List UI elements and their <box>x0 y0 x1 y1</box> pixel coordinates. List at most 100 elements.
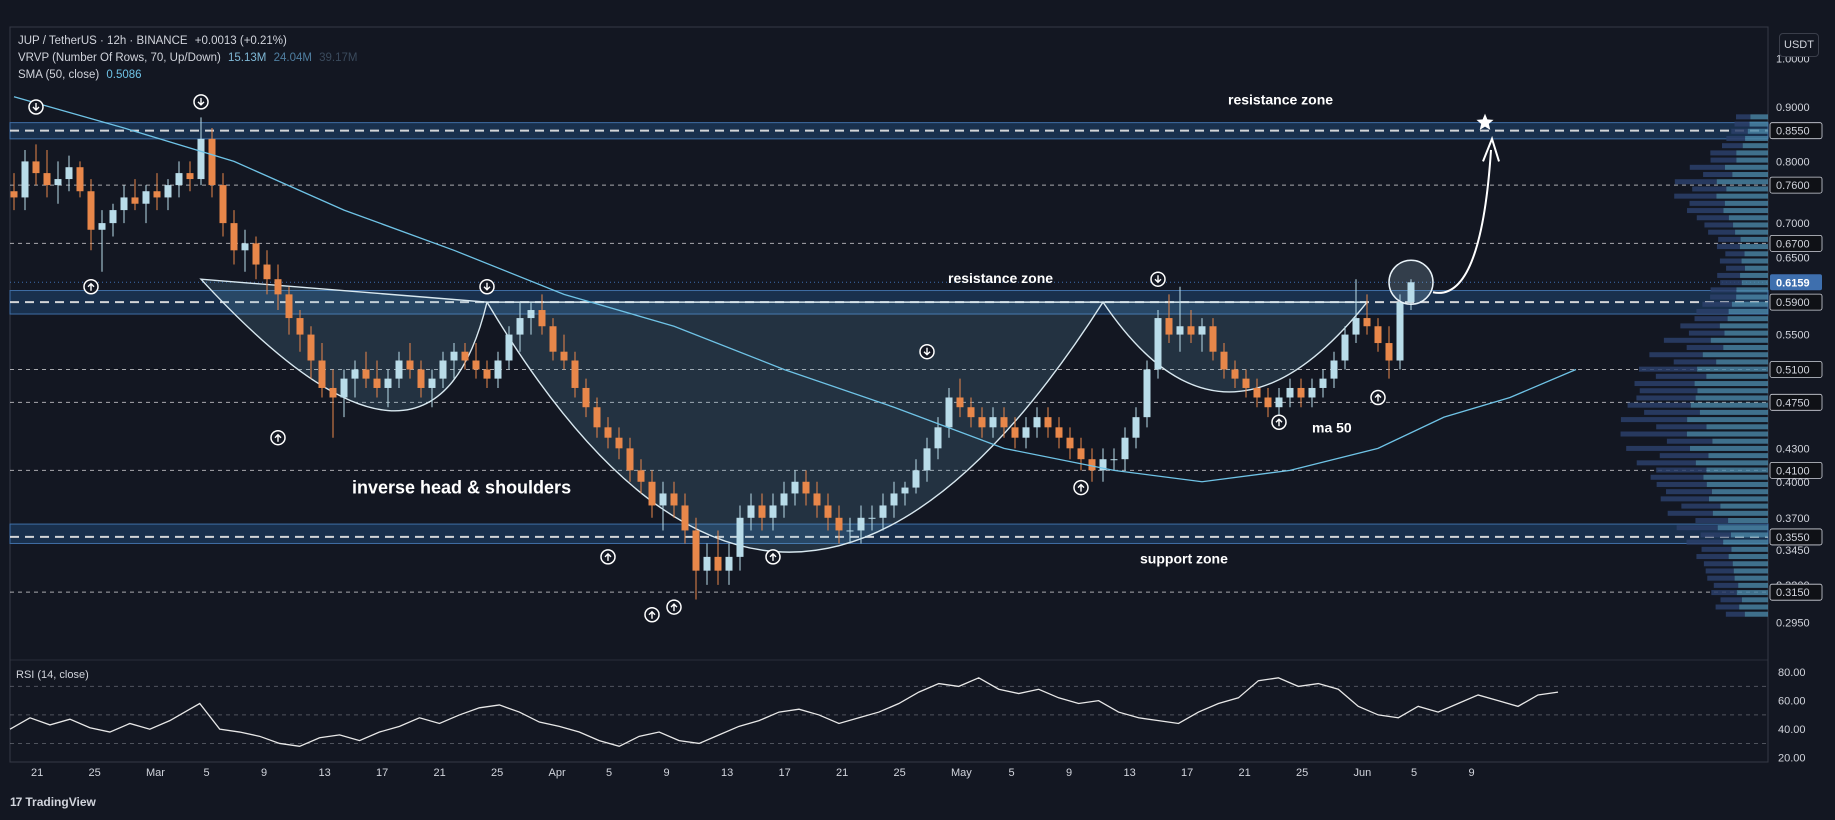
target-arrow-head <box>1482 135 1500 162</box>
volume-profile-up-bar <box>1736 287 1768 293</box>
candle-body <box>21 161 29 198</box>
volume-profile-down-bar <box>1721 143 1743 149</box>
volume-profile-up-bar <box>1728 518 1768 524</box>
candle-body <box>1396 302 1404 361</box>
arrow-down-glyph <box>32 102 40 111</box>
candle-body <box>252 243 260 265</box>
arrow-up-glyph <box>604 552 612 561</box>
arrow-up-glyph <box>1374 393 1382 402</box>
volume-profile-down-bar <box>1620 417 1688 423</box>
volume-profile-down-bar <box>1696 554 1729 560</box>
candle-body <box>1176 326 1184 335</box>
price-tick-label: 0.4100 <box>1776 465 1810 477</box>
volume-profile-up-bar <box>1694 381 1768 387</box>
date-tick-label: 5 <box>606 767 612 779</box>
candle-body <box>43 173 51 186</box>
candle-body <box>263 264 271 280</box>
candle-body <box>901 487 909 494</box>
volume-profile-up-bar <box>1686 431 1768 437</box>
date-tick-label: 5 <box>1009 767 1015 779</box>
volume-profile-up-bar <box>1706 373 1768 379</box>
rsi-tick-label: 80.00 <box>1778 667 1806 679</box>
volume-profile-up-bar <box>1706 424 1768 430</box>
price-tick-label: 0.6500 <box>1776 252 1810 264</box>
currency-button[interactable]: USDT <box>1779 33 1819 57</box>
candle-body <box>923 448 931 471</box>
volume-profile-up-bar <box>1699 409 1768 415</box>
volume-profile-down-bar <box>1666 489 1712 495</box>
volume-profile-down-bar <box>1655 373 1707 379</box>
volume-profile-up-bar <box>1708 496 1768 502</box>
date-tick-label: 21 <box>836 767 848 779</box>
candle-body <box>824 505 832 518</box>
arrow-up-glyph <box>1275 418 1283 427</box>
rsi-tick-label: 40.00 <box>1778 724 1806 736</box>
volume-profile-up-bar <box>1723 345 1768 351</box>
volume-profile-down-bar <box>1694 316 1728 322</box>
volume-profile-down-bar <box>1696 308 1729 314</box>
volume-profile-down-bar <box>1660 496 1709 502</box>
vrvp-value-up: 15.13M <box>228 52 267 64</box>
candle-body <box>956 397 964 408</box>
candle-body <box>725 556 733 571</box>
candle-body <box>1374 326 1382 344</box>
candle-body <box>1363 318 1371 327</box>
candle-body <box>197 138 205 180</box>
volume-profile-down-bar <box>1656 467 1707 473</box>
candle-body <box>54 179 62 186</box>
volume-profile-down-bar <box>1701 546 1732 552</box>
price-level-tag <box>1769 583 1823 601</box>
candle-body <box>1352 318 1360 335</box>
candle-body <box>846 530 854 532</box>
date-tick-label: Mar <box>146 767 165 779</box>
volume-profile-down-bar <box>1656 481 1707 487</box>
volume-profile-up-bar <box>1724 164 1768 170</box>
volume-profile-up-bar <box>1719 323 1768 329</box>
candle-body <box>1000 417 1008 428</box>
volume-profile-down-bar <box>1703 561 1733 567</box>
ma50-label: ma 50 <box>1312 419 1352 435</box>
candle-body <box>1385 343 1393 361</box>
symbol-title: JUP / TetherUS · 12h · BINANCE <box>18 35 188 47</box>
current-price-tag <box>1770 274 1822 291</box>
volume-profile-up-bar <box>1734 575 1768 581</box>
volume-profile-up-bar <box>1739 244 1768 250</box>
arrow-down-glyph <box>197 97 205 106</box>
candle-body <box>307 334 315 361</box>
candle-body <box>505 334 513 361</box>
price-tick-label: 0.3450 <box>1776 545 1810 557</box>
arrow-down-glyph <box>923 347 931 356</box>
date-tick-label: 5 <box>204 767 210 779</box>
candle-body <box>703 556 711 571</box>
volume-profile-up-bar <box>1744 265 1768 271</box>
volume-profile-down-bar <box>1707 575 1735 581</box>
date-tick-label: 17 <box>1181 767 1193 779</box>
volume-profile-down-bar <box>1736 114 1751 120</box>
date-tick-label: 25 <box>894 767 906 779</box>
candle-body <box>1033 417 1041 428</box>
volume-profile-up-bar <box>1712 438 1768 444</box>
price-level-tag <box>1769 528 1823 546</box>
price-level-tag <box>1769 461 1823 479</box>
volume-profile-down-bar <box>1708 229 1736 235</box>
candle-body <box>10 191 18 198</box>
price-tick-label: 0.3700 <box>1776 513 1810 525</box>
tradingview-brand[interactable]: 17 TradingView <box>10 795 96 809</box>
volume-profile-down-bar <box>1689 200 1725 206</box>
candle-body <box>494 360 502 379</box>
volume-profile-up-bar <box>1747 128 1768 134</box>
candle-body <box>1066 437 1074 449</box>
candle-body <box>395 360 403 379</box>
volume-profile-down-bar <box>1663 337 1711 343</box>
candle-body <box>483 369 491 379</box>
volume-profile-down-bar <box>1666 438 1713 444</box>
volume-profile-down-bar <box>1639 366 1698 372</box>
volume-profile-up-bar <box>1702 352 1768 358</box>
volume-profile-up-bar <box>1728 308 1768 314</box>
candle-body <box>362 369 370 379</box>
date-tick-label: 9 <box>664 767 670 779</box>
candle-body <box>549 326 557 352</box>
target-star-icon <box>1476 113 1494 130</box>
date-tick-label: May <box>951 767 972 779</box>
